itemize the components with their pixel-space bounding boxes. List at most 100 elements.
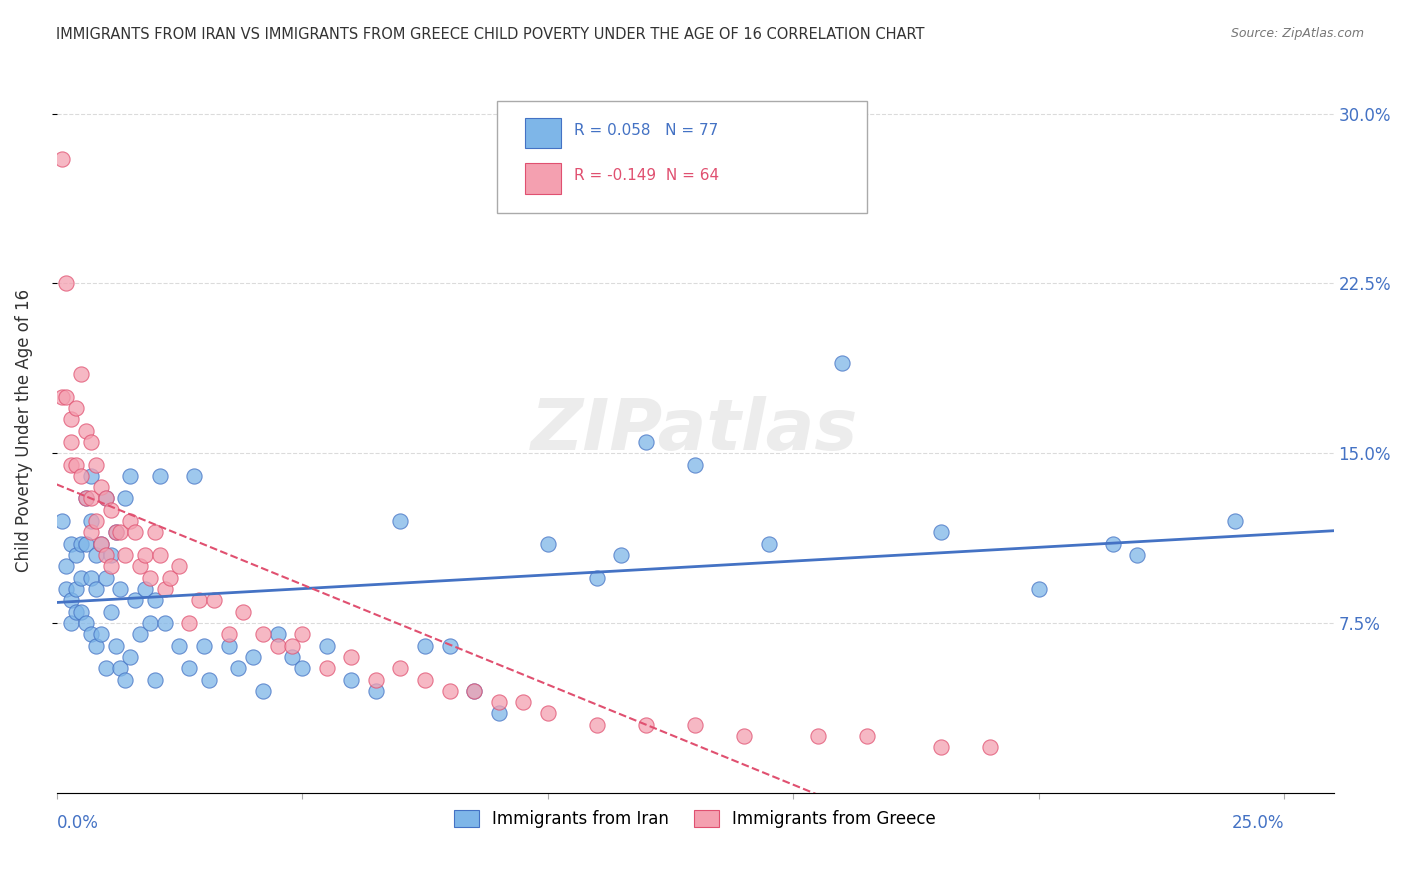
Point: [179, 661, 201, 675]
Text: R = 0.058   N = 77: R = 0.058 N = 77: [574, 122, 718, 137]
Point: [169, 639, 191, 653]
Point: [134, 582, 156, 596]
Point: [104, 639, 127, 653]
Point: [315, 661, 337, 675]
Point: [291, 627, 314, 641]
Point: [55, 390, 77, 404]
Point: [413, 639, 436, 653]
Point: [143, 673, 166, 687]
Point: [94, 571, 117, 585]
Point: [60, 434, 83, 449]
Point: [70, 468, 93, 483]
Text: 25.0%: 25.0%: [1232, 814, 1285, 832]
Point: [75, 537, 97, 551]
Point: [124, 525, 146, 540]
Point: [389, 514, 412, 528]
Point: [65, 458, 87, 472]
Point: [232, 605, 254, 619]
Point: [114, 548, 136, 562]
Point: [139, 571, 162, 585]
Point: [90, 627, 112, 641]
Point: [90, 537, 112, 551]
Point: [100, 548, 122, 562]
Point: [291, 661, 314, 675]
Point: [84, 639, 107, 653]
Point: [439, 639, 461, 653]
Point: [124, 593, 146, 607]
Point: [488, 695, 510, 709]
Point: [488, 706, 510, 721]
Point: [1028, 582, 1050, 596]
Point: [65, 548, 87, 562]
Point: [100, 503, 122, 517]
Point: [104, 525, 127, 540]
Point: [585, 571, 607, 585]
Point: [193, 639, 215, 653]
Point: [110, 661, 132, 675]
Point: [60, 615, 83, 630]
Point: [683, 718, 706, 732]
FancyBboxPatch shape: [526, 163, 561, 194]
Point: [80, 571, 103, 585]
Point: [114, 491, 136, 506]
Point: [80, 434, 103, 449]
Point: [512, 695, 534, 709]
Point: [634, 718, 657, 732]
FancyBboxPatch shape: [498, 101, 868, 213]
Point: [120, 468, 142, 483]
Point: [65, 582, 87, 596]
Point: [218, 627, 240, 641]
Point: [65, 401, 87, 415]
Point: [153, 615, 176, 630]
Point: [94, 548, 117, 562]
Point: [1126, 548, 1149, 562]
Text: ZIPatlas: ZIPatlas: [531, 396, 859, 465]
Point: [683, 458, 706, 472]
Point: [929, 525, 952, 540]
Point: [75, 491, 97, 506]
Point: [70, 605, 93, 619]
Point: [65, 605, 87, 619]
Point: [80, 468, 103, 483]
Point: [1225, 514, 1247, 528]
Point: [60, 537, 83, 551]
Point: [169, 559, 191, 574]
Point: [281, 639, 304, 653]
Point: [585, 718, 607, 732]
Y-axis label: Child Poverty Under the Age of 16: Child Poverty Under the Age of 16: [15, 289, 32, 572]
Point: [252, 627, 274, 641]
Point: [758, 537, 780, 551]
Point: [60, 593, 83, 607]
Text: Source: ZipAtlas.com: Source: ZipAtlas.com: [1230, 27, 1364, 40]
Point: [340, 673, 363, 687]
Point: [463, 683, 485, 698]
Point: [364, 683, 387, 698]
Point: [120, 514, 142, 528]
Point: [60, 412, 83, 426]
Text: IMMIGRANTS FROM IRAN VS IMMIGRANTS FROM GREECE CHILD POVERTY UNDER THE AGE OF 16: IMMIGRANTS FROM IRAN VS IMMIGRANTS FROM …: [56, 27, 925, 42]
Point: [389, 661, 412, 675]
Legend: Immigrants from Iran, Immigrants from Greece: Immigrants from Iran, Immigrants from Gr…: [447, 804, 943, 835]
Point: [979, 740, 1001, 755]
Point: [143, 593, 166, 607]
Point: [90, 480, 112, 494]
Point: [856, 729, 879, 743]
Point: [202, 593, 225, 607]
Text: 0.0%: 0.0%: [56, 814, 98, 832]
Point: [90, 537, 112, 551]
Point: [60, 458, 83, 472]
Point: [129, 559, 152, 574]
FancyBboxPatch shape: [526, 118, 561, 148]
Point: [218, 639, 240, 653]
Point: [84, 582, 107, 596]
Point: [463, 683, 485, 698]
Point: [94, 491, 117, 506]
Point: [831, 356, 853, 370]
Point: [179, 615, 201, 630]
Point: [75, 491, 97, 506]
Point: [120, 649, 142, 664]
Point: [929, 740, 952, 755]
Point: [84, 548, 107, 562]
Point: [84, 458, 107, 472]
Point: [100, 605, 122, 619]
